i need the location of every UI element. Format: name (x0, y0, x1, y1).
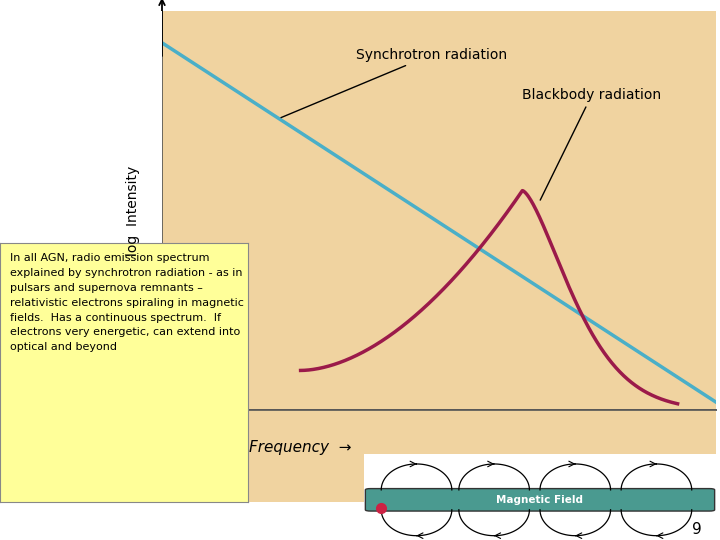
Text: Blackbody radiation: Blackbody radiation (523, 87, 662, 200)
FancyBboxPatch shape (365, 489, 715, 511)
Text: Synchrotron radiation: Synchrotron radiation (281, 48, 507, 118)
Text: log  Intensity: log Intensity (126, 165, 140, 256)
Text: Magnetic Field: Magnetic Field (497, 495, 583, 505)
Text: Frequency  →: Frequency → (249, 440, 352, 455)
Text: In all AGN, radio emission spectrum
explained by synchrotron radiation - as in
p: In all AGN, radio emission spectrum expl… (10, 253, 244, 352)
Text: 9: 9 (692, 522, 702, 537)
